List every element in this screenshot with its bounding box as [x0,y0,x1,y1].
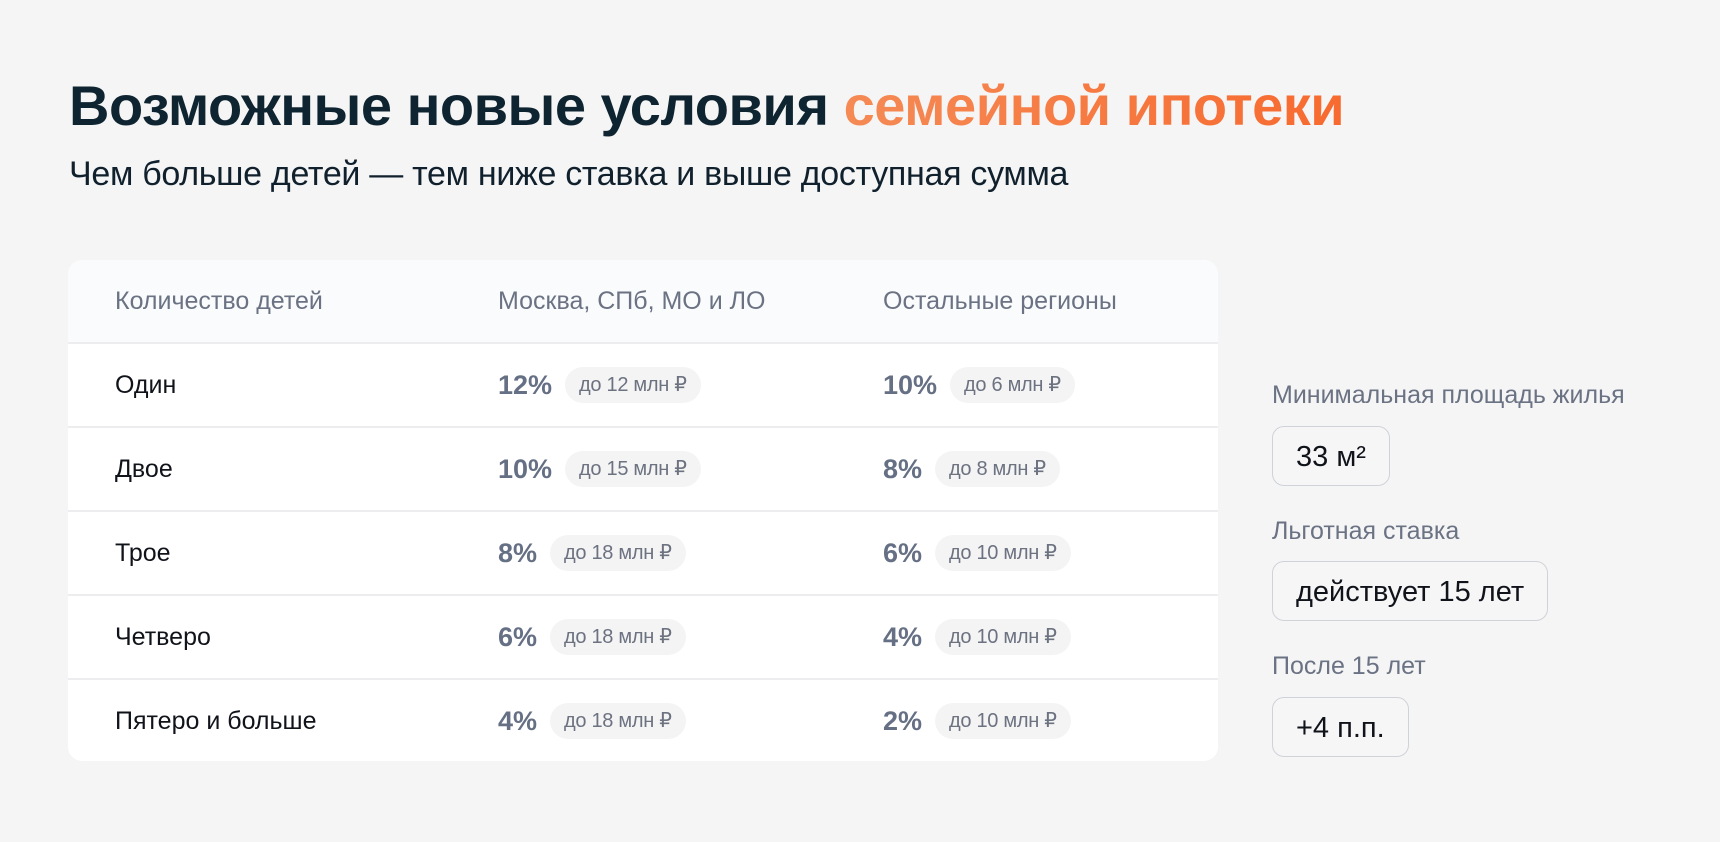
region-cell: 4% до 10 млн ₽ [883,596,1071,678]
region-rate: 2% [883,705,923,736]
moscow-rate: 8% [498,537,538,568]
region-limit-badge: до 8 млн ₽ [935,451,1060,487]
title-accent: семейной ипотеки [843,74,1345,137]
table-row: Четверо 6% до 18 млн ₽ 4% до 10 млн ₽ [68,596,1218,680]
children-count: Трое [115,539,171,567]
region-rate: 8% [883,453,923,484]
region-rate: 6% [883,537,923,568]
table-row: Трое 8% до 18 млн ₽ 6% до 10 млн ₽ [68,512,1218,596]
children-count: Четверо [115,623,211,651]
region-rate: 10% [883,369,938,400]
moscow-limit-badge: до 15 млн ₽ [565,451,701,487]
region-limit-badge: до 6 млн ₽ [950,367,1075,403]
page-title: Возможные новые условия семейной ипотеки [69,72,1345,139]
moscow-rate: 6% [498,621,538,652]
region-limit-badge: до 10 млн ₽ [935,703,1071,739]
region-limit-badge: до 10 млн ₽ [935,619,1071,655]
moscow-limit-badge: до 12 млн ₽ [565,367,701,403]
table-row: Один 12% до 12 млн ₽ 10% до 6 млн ₽ [68,344,1218,428]
moscow-cell: 12% до 12 млн ₽ [498,344,701,426]
children-count: Один [115,371,177,399]
region-cell: 8% до 8 млн ₽ [883,428,1060,510]
title-main: Возможные новые условия [69,74,844,137]
header-children-count: Количество детей [115,287,323,315]
children-count: Пятеро и больше [115,707,317,735]
table-row: Пятеро и больше 4% до 18 млн ₽ 2% до 10 … [68,680,1218,761]
min-area-value: 33 м² [1272,426,1390,486]
moscow-limit-badge: до 18 млн ₽ [550,703,686,739]
min-area-label: Минимальная площадь жилья [1272,381,1625,409]
header-moscow-spb: Москва, СПб, МО и ЛО [498,287,766,315]
table-header-row: Количество детей Москва, СПб, МО и ЛО Ос… [68,260,1218,344]
moscow-rate: 4% [498,705,538,736]
moscow-cell: 4% до 18 млн ₽ [498,680,686,761]
region-rate: 4% [883,621,923,652]
after-15-years-value: +4 п.п. [1272,697,1409,757]
children-count: Двое [115,455,173,483]
moscow-rate: 10% [498,453,553,484]
moscow-rate: 12% [498,369,553,400]
region-cell: 2% до 10 млн ₽ [883,680,1071,761]
moscow-cell: 6% до 18 млн ₽ [498,596,686,678]
region-cell: 6% до 10 млн ₽ [883,512,1071,594]
mortgage-conditions-table: Количество детей Москва, СПб, МО и ЛО Ос… [68,260,1218,761]
region-cell: 10% до 6 млн ₽ [883,344,1075,426]
after-15-years-label: После 15 лет [1272,652,1426,680]
moscow-limit-badge: до 18 млн ₽ [550,619,686,655]
preferential-rate-value: действует 15 лет [1272,561,1549,621]
header-other-regions: Остальные регионы [883,287,1117,315]
page-subtitle: Чем больше детей — тем ниже ставка и выш… [69,155,1069,193]
region-limit-badge: до 10 млн ₽ [935,535,1071,571]
table-row: Двое 10% до 15 млн ₽ 8% до 8 млн ₽ [68,428,1218,512]
preferential-rate-label: Льготная ставка [1272,517,1460,545]
moscow-cell: 10% до 15 млн ₽ [498,428,701,510]
moscow-cell: 8% до 18 млн ₽ [498,512,686,594]
moscow-limit-badge: до 18 млн ₽ [550,535,686,571]
